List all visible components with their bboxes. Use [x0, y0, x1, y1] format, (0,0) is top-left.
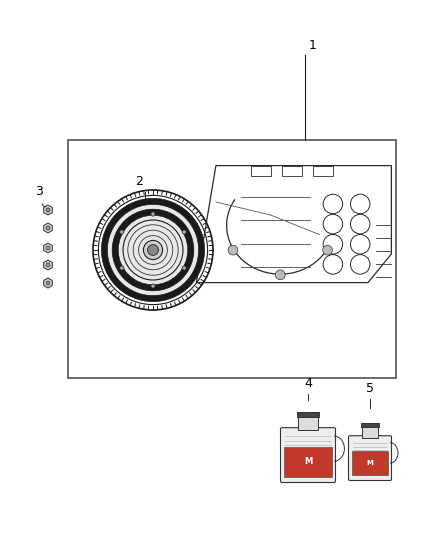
Circle shape	[182, 230, 186, 234]
Circle shape	[143, 240, 162, 260]
Polygon shape	[44, 278, 52, 288]
Bar	[362, 427, 378, 438]
Bar	[361, 423, 379, 427]
Circle shape	[46, 281, 50, 285]
Text: 1: 1	[309, 39, 317, 52]
Bar	[314, 166, 333, 176]
Circle shape	[151, 284, 155, 288]
Bar	[352, 450, 388, 475]
Circle shape	[182, 266, 186, 270]
FancyBboxPatch shape	[280, 427, 336, 482]
Circle shape	[120, 230, 124, 234]
Bar	[298, 417, 318, 430]
Polygon shape	[44, 223, 52, 233]
Circle shape	[276, 270, 285, 280]
Circle shape	[151, 212, 155, 216]
Circle shape	[46, 263, 50, 267]
Text: 5: 5	[366, 382, 374, 395]
Text: 2: 2	[135, 175, 143, 188]
Text: M: M	[367, 460, 374, 466]
Polygon shape	[44, 205, 52, 215]
Bar	[282, 166, 302, 176]
Bar	[284, 447, 332, 477]
Text: M: M	[304, 457, 312, 466]
Circle shape	[46, 246, 50, 250]
Bar	[297, 412, 319, 417]
Circle shape	[107, 204, 198, 296]
FancyBboxPatch shape	[349, 436, 392, 481]
Polygon shape	[44, 243, 52, 253]
Circle shape	[46, 226, 50, 230]
Text: 4: 4	[304, 377, 312, 390]
Polygon shape	[44, 260, 52, 270]
Bar	[68, 140, 396, 378]
Circle shape	[118, 215, 188, 285]
Circle shape	[323, 245, 332, 255]
Circle shape	[112, 209, 194, 291]
Circle shape	[120, 266, 124, 270]
Circle shape	[148, 245, 159, 255]
Text: 3: 3	[35, 185, 43, 198]
Circle shape	[46, 208, 50, 212]
Circle shape	[228, 245, 238, 255]
Circle shape	[102, 198, 205, 302]
Bar	[251, 166, 271, 176]
